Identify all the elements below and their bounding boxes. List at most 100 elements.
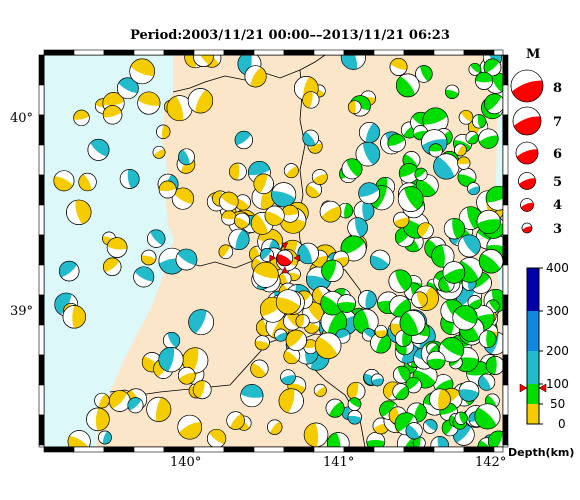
mechanism-border xyxy=(374,325,388,338)
mechanism xyxy=(86,407,110,432)
mechanism xyxy=(62,305,86,329)
mechanism xyxy=(340,55,366,70)
depth-band-50-100 xyxy=(527,384,539,404)
mechanism-border xyxy=(252,261,279,288)
mechanism xyxy=(53,170,75,192)
mechanism-compressional xyxy=(379,400,396,417)
mechanism xyxy=(177,366,196,385)
mechanism-compressional xyxy=(371,378,384,386)
mechanism xyxy=(417,222,434,239)
mechanism-border xyxy=(102,105,123,125)
mechanism-border xyxy=(337,294,356,313)
mechanism-compressional xyxy=(109,390,128,409)
frame-tick-right xyxy=(502,234,509,266)
mechanism-compressional xyxy=(250,67,267,88)
frame-tick-top xyxy=(43,49,75,56)
mechanism xyxy=(358,122,381,144)
mechanism-compressional xyxy=(118,77,139,94)
depth-label-100: 100 xyxy=(546,377,569,391)
frame-tick-bottom xyxy=(373,446,405,453)
mechanism-compressional xyxy=(335,329,350,339)
mechanism-compressional xyxy=(321,206,341,223)
mechanism-compressional xyxy=(355,217,368,238)
mechanism-compressional xyxy=(161,124,171,139)
frame-tick-top xyxy=(253,49,285,56)
mechanism-compressional xyxy=(78,174,92,191)
mechanism-compressional xyxy=(304,422,319,447)
mechanism xyxy=(358,182,380,205)
frame-tick-top xyxy=(193,49,225,56)
mechanism xyxy=(229,162,247,181)
mechanism-compressional xyxy=(72,305,86,329)
magnitude-legend-ball-compressional xyxy=(520,202,534,212)
mechanism-compressional xyxy=(417,222,430,238)
mechanism-border xyxy=(484,93,503,115)
mechanism xyxy=(187,88,214,114)
mechanism-compressional xyxy=(424,419,438,431)
mechanism-border xyxy=(467,182,480,196)
mechanism-border xyxy=(218,244,234,260)
mechanism-border xyxy=(314,332,342,359)
mechanism-border xyxy=(454,411,468,425)
magnitude-label-3: 3 xyxy=(553,222,562,237)
mechanism-border xyxy=(171,187,194,210)
mechanism-compressional xyxy=(490,72,503,92)
depth-ticks xyxy=(539,267,543,425)
mechanism-border xyxy=(253,173,274,194)
mechanism xyxy=(467,182,480,196)
mechanism xyxy=(285,329,307,351)
mechanism-border xyxy=(415,65,433,83)
mechanism xyxy=(374,325,388,338)
frame-tick-top xyxy=(433,49,465,56)
mechanism-border xyxy=(127,397,144,414)
mechanism-border xyxy=(457,234,481,258)
mechanism-compressional xyxy=(457,156,471,165)
frame-tick-right xyxy=(502,114,509,146)
frame-tick-right xyxy=(502,354,509,386)
mechanism xyxy=(264,205,285,226)
mechanism-compressional xyxy=(127,169,140,189)
frame-tick-top xyxy=(223,49,255,56)
mechanism xyxy=(314,332,342,359)
mechanism-compressional xyxy=(127,397,142,411)
mechanism-compressional xyxy=(491,289,503,312)
mechanism-border xyxy=(178,148,195,166)
mechanism-border xyxy=(86,407,110,432)
mechanism-border xyxy=(414,167,428,181)
mechanism xyxy=(94,392,110,409)
mechanism-compressional xyxy=(278,272,288,285)
mechanism-compressional xyxy=(484,93,502,112)
mechanism-border xyxy=(152,145,166,159)
mechanism-compressional xyxy=(396,76,415,97)
magnitude-label-7: 7 xyxy=(553,115,562,130)
mechanism-compressional xyxy=(303,339,318,349)
mechanism-border xyxy=(283,163,299,179)
mechanism-compressional xyxy=(475,72,493,83)
mechanism-compressional xyxy=(452,218,465,239)
mechanism-compressional xyxy=(229,163,240,181)
mechanism-compressional xyxy=(337,301,356,313)
mechanism xyxy=(347,410,362,425)
mechanism xyxy=(357,290,377,309)
mechanism-compressional xyxy=(344,203,353,218)
mechanism-compressional xyxy=(397,366,411,383)
mechanism xyxy=(73,109,90,127)
mechanism-compressional xyxy=(281,205,299,216)
mechanism xyxy=(193,55,214,67)
mechanism xyxy=(244,65,267,88)
mechanism xyxy=(353,308,379,335)
lat-tick-label-40: 40° xyxy=(10,111,33,126)
mechanism-border xyxy=(187,88,214,114)
frame-tick-bottom xyxy=(283,446,315,453)
mechanism-compressional xyxy=(390,58,408,70)
mechanism-compressional xyxy=(276,297,300,315)
mechanism-compressional xyxy=(441,337,464,357)
mechanism xyxy=(283,163,299,179)
mechanism xyxy=(182,347,209,374)
mechanism-compressional xyxy=(200,55,214,65)
mechanism xyxy=(395,73,420,98)
mechanism xyxy=(106,237,128,258)
mechanism xyxy=(347,100,362,114)
mechanism-compressional xyxy=(220,192,239,207)
